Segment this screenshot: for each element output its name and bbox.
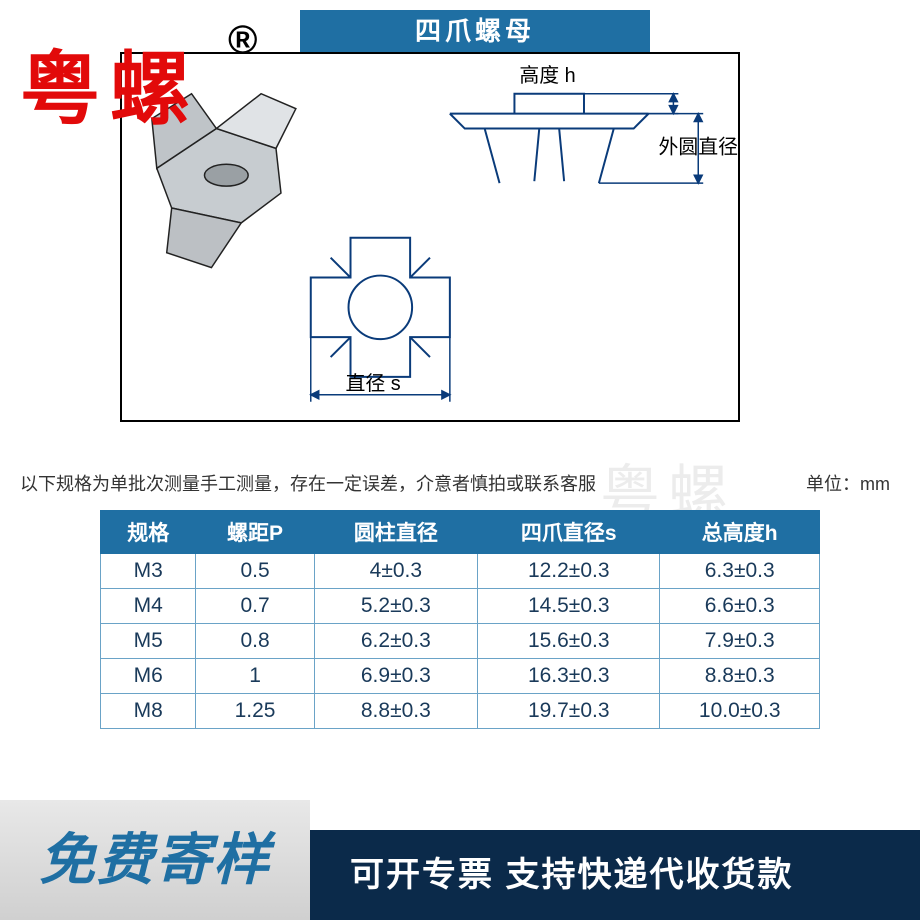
table-cell: 1.25 [196, 694, 314, 729]
table-row: M616.9±0.316.3±0.38.8±0.3 [101, 659, 820, 694]
spec-table: 规格 螺距P 圆柱直径 四爪直径s 总高度h M30.54±0.312.2±0.… [100, 510, 820, 729]
table-cell: 6.6±0.3 [660, 589, 820, 624]
table-cell: 10.0±0.3 [660, 694, 820, 729]
table-cell: 1 [196, 659, 314, 694]
col-claw-dia: 四爪直径s [478, 511, 660, 554]
table-cell: 7.9±0.3 [660, 624, 820, 659]
technical-diagram: 高度 h 外圆直径 直径 s [122, 54, 738, 422]
table-cell: 6.9±0.3 [314, 659, 477, 694]
table-row: M40.75.2±0.314.5±0.36.6±0.3 [101, 589, 820, 624]
table-row: M50.86.2±0.315.6±0.37.9±0.3 [101, 624, 820, 659]
table-cell: 8.8±0.3 [314, 694, 477, 729]
label-height: 高度 h [519, 65, 575, 87]
table-row: M30.54±0.312.2±0.36.3±0.3 [101, 554, 820, 589]
col-height: 总高度h [660, 511, 820, 554]
col-cyl-dia: 圆柱直径 [314, 511, 477, 554]
table-cell: 8.8±0.3 [660, 659, 820, 694]
unit-label: 单位：mm [806, 470, 890, 496]
title-banner: 四爪螺母 [300, 10, 650, 52]
table-row: M81.258.8±0.319.7±0.310.0±0.3 [101, 694, 820, 729]
table-cell: 19.7±0.3 [478, 694, 660, 729]
table-cell: M6 [101, 659, 196, 694]
footer-free-sample: 免费寄样 [0, 800, 310, 920]
table-cell: 6.2±0.3 [314, 624, 477, 659]
table-body: M30.54±0.312.2±0.36.3±0.3M40.75.2±0.314.… [101, 554, 820, 729]
table-cell: M5 [101, 624, 196, 659]
table-cell: M3 [101, 554, 196, 589]
table-cell: 0.5 [196, 554, 314, 589]
footer-services: 可开专票 支持快递代收货款 [310, 830, 920, 920]
table-cell: 5.2±0.3 [314, 589, 477, 624]
table-cell: M8 [101, 694, 196, 729]
table-cell: 15.6±0.3 [478, 624, 660, 659]
col-pitch: 螺距P [196, 511, 314, 554]
label-outer-diameter: 外圆直径 [659, 136, 738, 158]
table-cell: 16.3±0.3 [478, 659, 660, 694]
table-cell: M4 [101, 589, 196, 624]
label-diameter-s: 直径 s [346, 373, 401, 395]
table-cell: 4±0.3 [314, 554, 477, 589]
table-cell: 12.2±0.3 [478, 554, 660, 589]
table-cell: 0.7 [196, 589, 314, 624]
table-cell: 6.3±0.3 [660, 554, 820, 589]
measurement-note: 以下规格为单批次测量手工测量，存在一定误差，介意者慎拍或联系客服 [20, 470, 596, 496]
diagram-box: 高度 h 外圆直径 直径 s [120, 52, 740, 422]
table-header-row: 规格 螺距P 圆柱直径 四爪直径s 总高度h [101, 511, 820, 554]
col-spec: 规格 [101, 511, 196, 554]
brand-text: 粤螺 [20, 25, 200, 141]
table-cell: 0.8 [196, 624, 314, 659]
table-cell: 14.5±0.3 [478, 589, 660, 624]
